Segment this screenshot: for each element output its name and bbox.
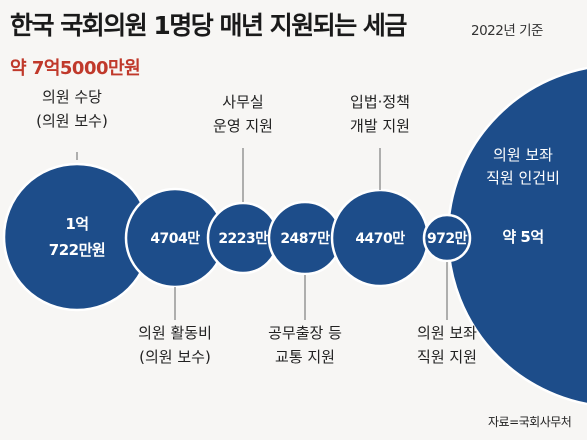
- source-note: 자료=국회사무처: [488, 415, 572, 429]
- annotation-label-0: (의원 보수): [36, 112, 108, 130]
- bubble-value-2: 2223만: [218, 231, 268, 247]
- annotation-label-1: (의원 보수): [139, 348, 211, 366]
- annotation-label-4: 개발 지원: [350, 117, 410, 135]
- bubble-value-5: 972만: [427, 231, 468, 247]
- annotation-label-5: 직원 지원: [417, 348, 477, 366]
- bubble-value-1: 4704만: [150, 231, 200, 247]
- annotation-label-4: 입법·정책: [350, 93, 410, 111]
- chart-title: 한국 국회의원 1명당 매년 지원되는 세금: [10, 11, 407, 40]
- annotation-label-5: 의원 보좌: [417, 324, 477, 342]
- bubble-value-6: 약 5억: [502, 228, 543, 246]
- bubble-value-0: 1억: [65, 215, 88, 233]
- bubble-value-4: 4470만: [355, 231, 405, 247]
- chart-subtitle: 약 7억5000만원: [10, 58, 141, 79]
- year-note: 2022년 기준: [471, 23, 543, 39]
- bubble-group-0: 1억 722만원 의원 수당 (의원 보수): [2, 88, 152, 312]
- annotation-label-2: 운영 지원: [213, 117, 273, 135]
- annotation-label-0: 의원 수당: [42, 88, 102, 106]
- bubble-value-3: 2487만: [280, 231, 330, 247]
- annotation-label-3: 교통 지원: [275, 348, 335, 366]
- bubble-label-6: 의원 보좌: [493, 146, 553, 164]
- bubble-5: [422, 213, 472, 263]
- bubble-label-6: 직원 인건비: [486, 169, 560, 187]
- annotation-label-1: 의원 활동비: [138, 324, 212, 342]
- annotation-label-3: 공무출장 등: [268, 324, 342, 342]
- bubble-value-0: 722만원: [49, 241, 105, 259]
- annotation-label-2: 사무실: [222, 93, 263, 111]
